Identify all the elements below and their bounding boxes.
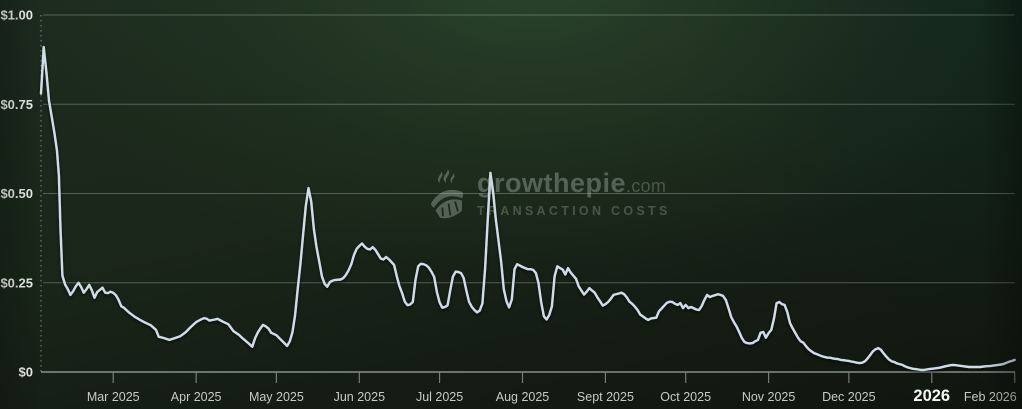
x-axis-label-Feb 2026: Feb 2026 [964,390,1017,404]
y-axis-label: $0.75 [0,97,33,112]
x-axis-label-Oct 2025: Oct 2025 [660,390,711,404]
x-axis-label-Dec 2025: Dec 2025 [822,390,876,404]
y-axis-label: $0 [19,365,33,380]
transaction-costs-line[interactable] [39,45,1016,372]
axes [40,15,1016,383]
x-axis-label-Jun 2025: Jun 2025 [334,390,385,404]
x-axis-label-Apr 2025: Apr 2025 [171,390,222,404]
series [39,45,1016,372]
y-axis-label: $1.00 [0,8,33,23]
x-axis-label-2026: 2026 [913,387,950,405]
x-axis-label-May 2025: May 2025 [249,390,304,404]
x-axis-label-Nov 2025: Nov 2025 [742,390,796,404]
x-axis-label-Jul 2025: Jul 2025 [416,390,463,404]
y-axis-label: $0.50 [0,186,33,201]
gridlines [43,14,1015,284]
x-axis-label-Mar 2025: Mar 2025 [87,390,140,404]
x-axis-label-Sept 2025: Sept 2025 [577,390,634,404]
y-axis-label: $0.25 [0,275,33,290]
axis-labels: $1.00 $0.75 $0.50 $0.25 $0 Mar 2025 Apr 2025 Ma… [0,8,1016,406]
x-axis-label-Aug 2025: Aug 2025 [496,390,550,404]
